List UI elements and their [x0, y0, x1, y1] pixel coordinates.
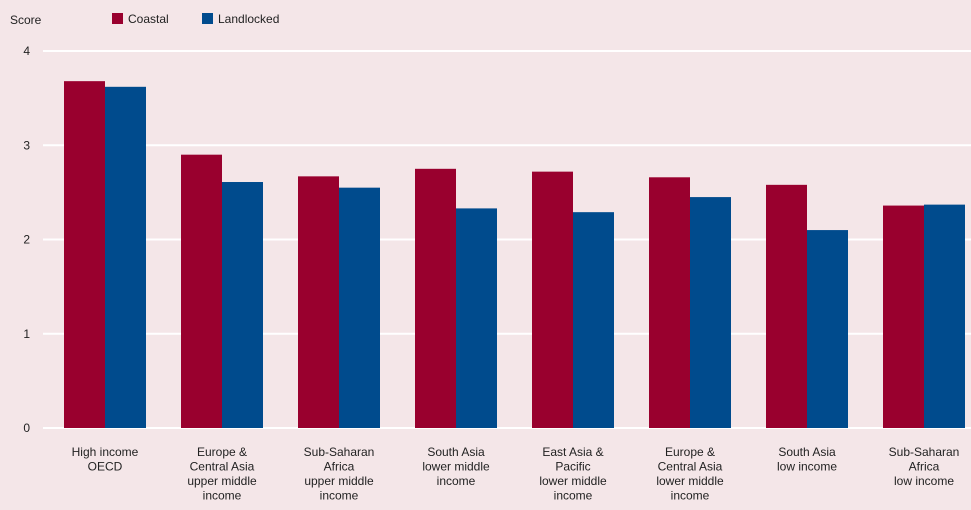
x-category-label: East Asia & Pacific lower middle income: [539, 445, 607, 503]
x-category-label: Europe & Central Asia upper middle income: [187, 445, 257, 503]
x-category-label-line: South Asia: [427, 445, 485, 459]
legend: Coastal Landlocked: [112, 12, 279, 26]
legend-item-landlocked: Landlocked: [202, 12, 279, 26]
x-category-label-line: low income: [894, 474, 954, 488]
x-category-label: Europe & Central Asia lower middle income: [656, 445, 724, 503]
y-tick-label: 4: [23, 44, 30, 58]
y-tick-label: 3: [23, 138, 30, 152]
x-category-label-line: Sub-Saharan: [889, 445, 960, 459]
x-category-label: South Asia lower middle income: [422, 445, 490, 488]
x-category-label-line: Central Asia: [190, 460, 255, 474]
x-category-label-line: Europe &: [197, 445, 247, 459]
x-category-label-line: Central Asia: [658, 460, 723, 474]
x-category-label-line: lower middle: [539, 474, 607, 488]
x-category-label-line: income: [554, 489, 593, 503]
y-axis-title: Score: [10, 13, 42, 27]
y-tick-label: 1: [23, 327, 30, 341]
x-category-label-line: South Asia: [778, 445, 836, 459]
legend-swatch: [202, 13, 213, 24]
bar-coastal: [298, 176, 339, 428]
x-category-label-line: OECD: [88, 460, 123, 474]
x-category-label: High income OECD: [72, 445, 139, 474]
y-axis-ticks: 0 1 2 3 4: [23, 44, 30, 435]
x-category-label-line: East Asia &: [542, 445, 603, 459]
x-category-label-line: Pacific: [555, 460, 590, 474]
legend-item-coastal: Coastal: [112, 12, 169, 26]
bars: [64, 81, 965, 429]
x-category-label-line: low income: [777, 460, 837, 474]
x-category-label-line: income: [437, 474, 476, 488]
x-category-label-line: lower middle: [422, 460, 490, 474]
bar-landlocked: [924, 204, 965, 428]
x-category-label-line: lower middle: [656, 474, 724, 488]
bar-coastal: [649, 177, 690, 428]
bar-coastal: [415, 168, 456, 428]
bar-coastal: [532, 171, 573, 428]
bar-landlocked: [339, 187, 380, 428]
legend-label: Coastal: [128, 12, 169, 26]
x-category-label-line: Africa: [909, 460, 940, 474]
y-tick-label: 0: [23, 421, 30, 435]
x-category-label-line: income: [320, 489, 359, 503]
bar-landlocked: [573, 212, 614, 428]
x-category-label-line: upper middle: [187, 474, 257, 488]
x-category-label: Sub-Saharan Africa upper middle income: [304, 445, 375, 503]
bar-landlocked: [690, 197, 731, 428]
x-category-label-line: Africa: [324, 460, 355, 474]
bar-landlocked: [456, 208, 497, 428]
bar-coastal: [181, 154, 222, 429]
bar-coastal: [64, 81, 105, 428]
x-category-label: South Asia low income: [777, 445, 837, 474]
x-category-label-line: upper middle: [304, 474, 374, 488]
x-category-label-line: income: [203, 489, 242, 503]
bar-landlocked: [807, 230, 848, 428]
legend-swatch: [112, 13, 123, 24]
bar-landlocked: [105, 86, 146, 428]
x-category-label-line: Europe &: [665, 445, 715, 459]
y-tick-label: 2: [23, 233, 30, 247]
bar-coastal: [766, 184, 807, 428]
x-category-label-line: High income: [72, 445, 139, 459]
bar-coastal: [883, 205, 924, 428]
x-category-label-line: Sub-Saharan: [304, 445, 375, 459]
legend-label: Landlocked: [218, 12, 279, 26]
bar-landlocked: [222, 182, 263, 428]
x-category-label: Sub-Saharan Africa low income: [889, 445, 960, 488]
x-category-label-line: income: [671, 489, 710, 503]
